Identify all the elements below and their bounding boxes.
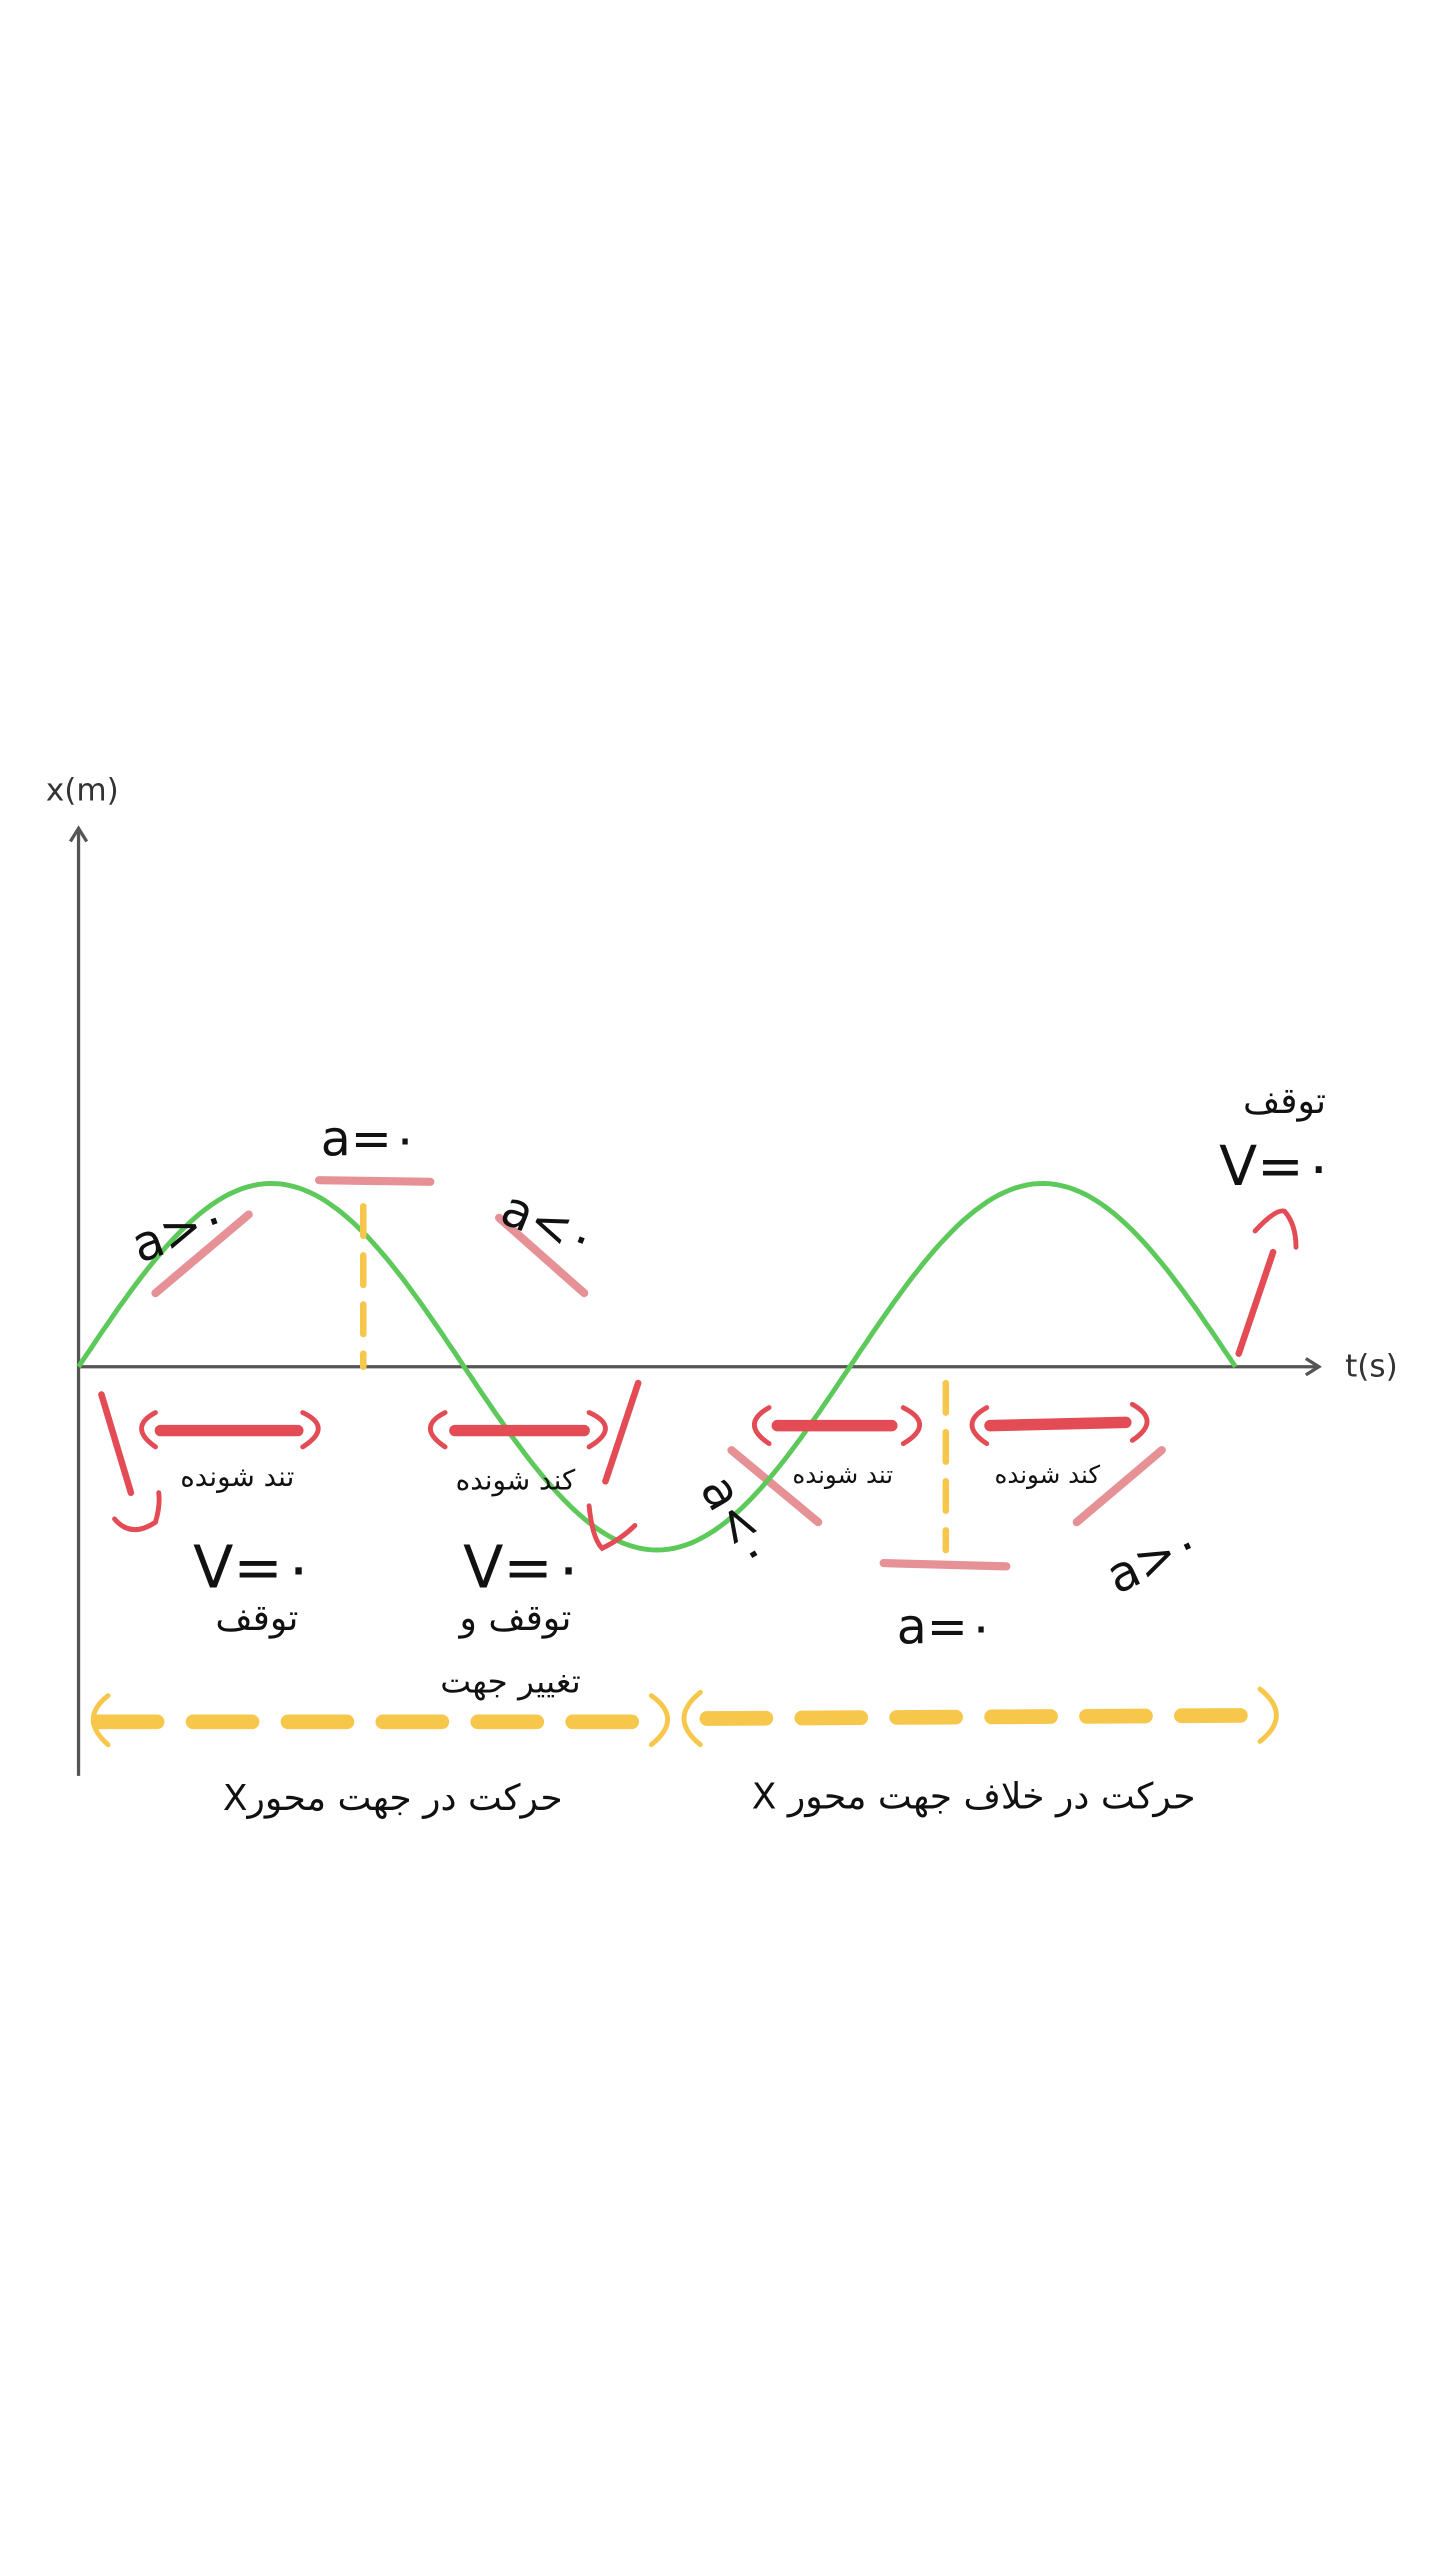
tangent-a-positive-2 xyxy=(1072,1446,1166,1527)
arrow-down-turn xyxy=(586,1379,642,1552)
tangent-peak xyxy=(315,1176,435,1186)
label-a-zero-bottom: a=۰ xyxy=(897,1597,995,1655)
y-axis-arrow-icon xyxy=(68,825,89,843)
label-stop-2: توقف و xyxy=(457,1598,571,1639)
x-axis-label: t(s) xyxy=(1345,1349,1398,1385)
label-v-zero-end: V=۰ xyxy=(1219,1134,1334,1199)
label-motion-negative: حرکت در خلاف جهت محور X xyxy=(752,1777,1196,1818)
tangent-lines xyxy=(151,1176,1166,1571)
label-speeding-1: تند شونده xyxy=(180,1460,294,1493)
direction-arrow-negative xyxy=(681,1686,1279,1748)
label-a-negative-1: a<۰ xyxy=(493,1179,605,1269)
y-axis xyxy=(68,825,89,1776)
label-slowing-1: کند شونده xyxy=(456,1463,576,1496)
label-turn: تغییر جهت xyxy=(440,1662,581,1700)
tangent-a-negative-1 xyxy=(495,1213,589,1298)
x-axis-arrow-icon xyxy=(1304,1357,1322,1377)
label-v-zero-1: V=۰ xyxy=(193,1533,314,1602)
position-curve xyxy=(76,1180,1238,1553)
tangent-trough xyxy=(879,1559,1011,1571)
double-arrow-slowing-2 xyxy=(969,1401,1150,1447)
label-a-zero-top: a=۰ xyxy=(321,1110,419,1168)
double-arrow-slowing-1 xyxy=(427,1410,608,1450)
direction-arrows xyxy=(90,1686,1279,1748)
arrow-down-start xyxy=(98,1391,162,1532)
label-stop-end: توقف xyxy=(1243,1081,1326,1122)
double-arrow-speeding-2 xyxy=(751,1405,923,1447)
label-a-positive-1: a>۰ xyxy=(124,1186,236,1274)
x-axis xyxy=(78,1357,1322,1377)
label-motion-positive: حرکت در جهت محورX xyxy=(223,1778,563,1819)
label-stop-1: توقف xyxy=(215,1598,298,1639)
tangent-a-negative-2 xyxy=(727,1446,823,1527)
red-arrows xyxy=(98,1208,1299,1552)
label-a-positive-2: a>۰ xyxy=(1097,1512,1210,1606)
y-axis-label: x(m) xyxy=(46,773,119,809)
label-slowing-2: کند شونده xyxy=(994,1460,1100,1489)
label-speeding-2: تند شونده xyxy=(792,1460,893,1489)
direction-arrow-positive xyxy=(90,1693,671,1748)
tangent-a-positive-1 xyxy=(151,1210,253,1298)
arrow-up-end xyxy=(1235,1208,1299,1357)
label-v-zero-2: V=۰ xyxy=(463,1533,584,1602)
double-arrow-speeding-1 xyxy=(139,1410,321,1450)
